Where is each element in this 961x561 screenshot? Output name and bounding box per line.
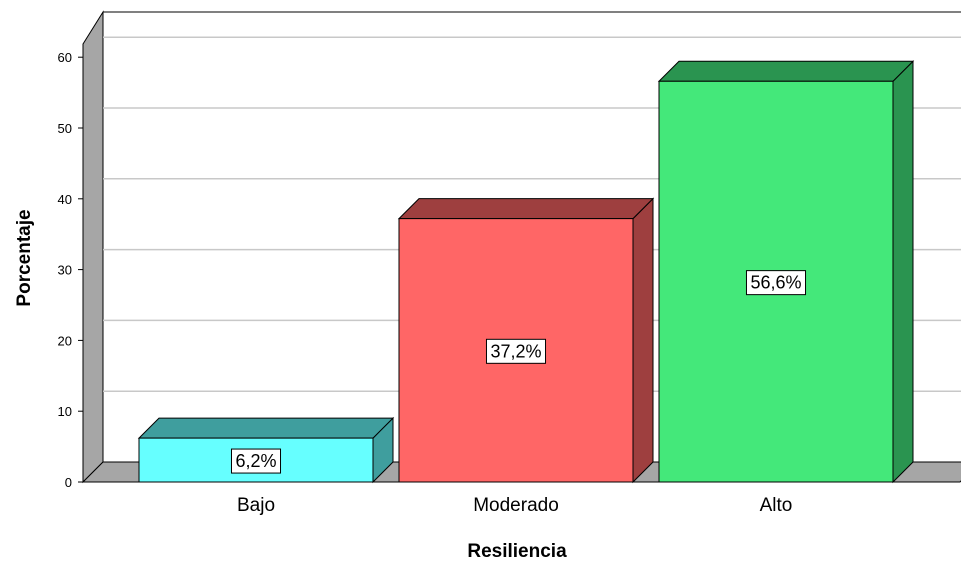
data-label-text: 37,2%: [490, 341, 541, 361]
y-tick-label: 50: [58, 121, 72, 136]
data-label-text: 6,2%: [235, 451, 276, 471]
data-label: 56,6%: [745, 270, 807, 296]
y-tick-label: 60: [58, 50, 72, 65]
data-label-box: [745, 270, 807, 296]
bar-top-face: [397, 198, 655, 220]
data-label-text: 56,6%: [750, 273, 801, 293]
bar-side-face: [892, 60, 914, 484]
y-tick-label: 0: [65, 475, 72, 490]
side-wall: [82, 10, 104, 484]
x-axis-categories: Bajo Moderado Alto: [237, 495, 792, 516]
category-label: Alto: [760, 495, 793, 516]
data-label-box: [230, 448, 282, 474]
bar-top-face: [137, 417, 395, 439]
y-tick-label: 10: [58, 404, 72, 419]
bar-side-face: [632, 197, 654, 484]
data-label: 6,2%: [230, 448, 282, 474]
data-labels: 6,2% 37,2% 56,6%: [230, 270, 807, 474]
x-axis-title: Resiliencia: [467, 541, 567, 561]
category-label: Bajo: [237, 495, 275, 516]
y-axis-ticks: 0 10 20 30 40 50 60: [58, 44, 84, 490]
y-axis-title: Porcentaje: [14, 209, 35, 306]
category-label: Moderado: [473, 495, 559, 516]
y-tick-label: 20: [58, 333, 72, 348]
data-label: 37,2%: [485, 338, 547, 364]
data-label-box: [485, 338, 547, 364]
bar-top-face: [657, 60, 915, 82]
y-tick-label: 40: [58, 192, 72, 207]
y-tick-label: 30: [58, 263, 72, 278]
